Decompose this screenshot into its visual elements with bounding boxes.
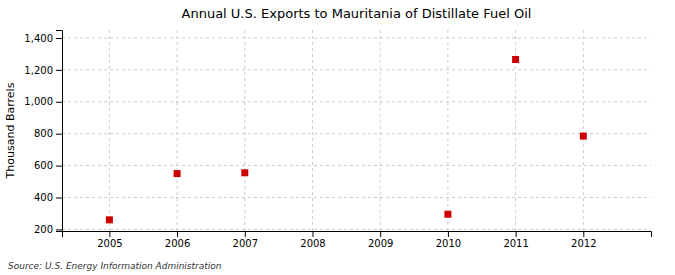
tick-label: 1,400 [24,33,53,44]
axis-line [56,31,63,232]
tick-mark [109,231,110,237]
tick: 1,200 [24,65,62,76]
grid-line-y [62,229,651,230]
tick-mark [56,229,62,230]
tick-label: 2011 [503,238,528,249]
tick-label: 2005 [97,238,122,249]
tick: 400 [34,192,62,203]
point [174,170,181,177]
tick-label: 1,200 [24,65,53,76]
tick-mark [56,134,62,135]
grid-line-y [62,165,651,166]
tick-label: 2007 [233,238,258,249]
tick-mark [380,231,381,237]
tick-label: 1,000 [24,96,53,107]
grid-line-y [62,101,651,102]
tick-label: 2010 [436,238,461,249]
grid-line-x [109,30,110,231]
tick: 2011 [503,231,528,249]
x-axis: 2005 2006 2007 2008 2009 2010 2011 2012 [63,231,652,249]
tick-label: 2009 [368,238,393,249]
tick: 2007 [233,231,258,249]
grid-line-x [177,30,178,231]
tick-mark [245,231,246,237]
tick-mark [56,38,62,39]
point [444,211,451,218]
point [580,133,587,140]
tick-mark [177,231,178,237]
grid-line-x [583,30,584,231]
grid-line-y [62,197,651,198]
points [106,56,587,223]
tick-label: 600 [34,160,53,171]
tick-mark [516,231,517,237]
tick-mark [56,102,62,103]
tick: 2006 [165,231,190,249]
tick-mark [312,231,313,237]
grid [62,30,651,231]
tick-label: 800 [34,128,53,139]
tick-mark [448,231,449,237]
point [241,169,248,176]
tick: 1,400 [24,33,62,44]
grid-line-y [62,69,651,70]
point [106,216,113,223]
title: Annual U.S. Exports to Mauritania of Dis… [182,6,532,21]
tick: 2012 [571,231,596,249]
y-axis-title: Thousand Barrels [4,82,17,179]
tick-mark [56,198,62,199]
tick-label: 400 [34,192,53,203]
tick: 2009 [368,231,393,249]
tick: 200 [34,224,62,235]
tick-mark [56,70,62,71]
tick: 600 [34,160,62,171]
grid-line-x [380,30,381,231]
source-note: Source: U.S. Energy Information Administ… [8,261,222,271]
tick-label: 200 [34,224,53,235]
point [512,56,519,63]
tick-mark [583,231,584,237]
tick: 2008 [300,231,325,249]
tick-mark [56,166,62,167]
grid-line-y [62,37,651,38]
tick: 2010 [436,231,461,249]
axis-line [63,232,652,238]
tick: 2005 [97,231,122,249]
tick: 800 [34,128,62,139]
y-axis: 200 400 600 800 1,000 1,200 1,400 [24,31,62,236]
grid-line-x [447,30,448,231]
tick: 1,000 [24,96,62,107]
plot-area: 2005 2006 2007 2008 2009 2010 2011 2012 200 400 60… [24,30,651,249]
tick-label: 2012 [571,238,596,249]
chart: 2005 2006 2007 2008 2009 2010 2011 2012 200 400 60… [0,0,675,275]
grid-line-y [62,133,651,134]
tick-label: 2008 [300,238,325,249]
grid-line-x [244,30,245,231]
grid-line-x [312,30,313,231]
tick-label: 2006 [165,238,190,249]
